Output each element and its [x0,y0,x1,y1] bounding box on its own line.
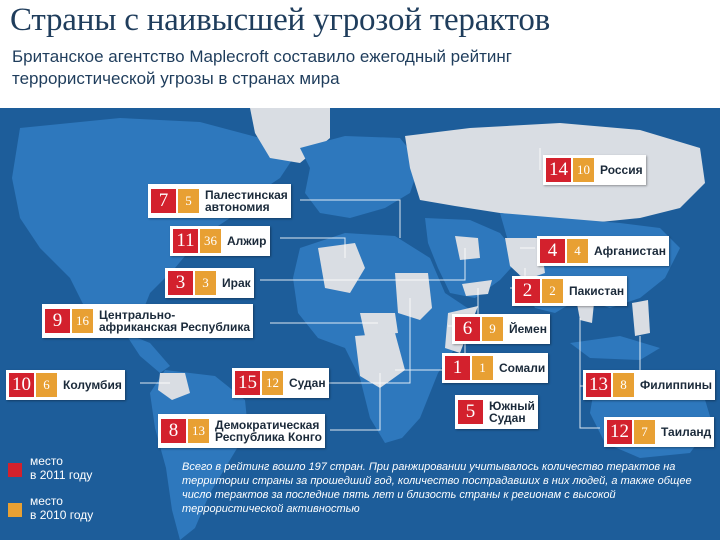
legend-swatch-2011 [8,463,22,477]
rank-2010-badge: 8 [613,373,634,397]
rank-2010-badge: 3 [195,271,216,295]
rank-2010-badge: 9 [482,317,503,341]
rank-2010-badge: 16 [72,309,93,333]
country-name: Афганистан [594,244,666,258]
page-title: Страны с наивысшей угрозой терактов [10,2,551,38]
rank-2010-badge: 4 [567,239,588,263]
drc-region [355,333,405,388]
rank-2011-badge: 2 [515,279,540,303]
rank-2010-badge: 5 [178,189,199,213]
country-card-south-sudan: 5 Южный Судан [455,395,538,429]
footnote: Всего в рейтинг вошло 197 стран. При ран… [182,461,692,515]
country-card-palestine: 7 5 Палестинская автономия [148,184,291,218]
rank-2011-badge: 8 [161,419,186,443]
rank-2010-badge: 36 [200,229,221,253]
country-card-drc: 8 13 Демократическая Республика Конго [158,414,326,448]
rank-2010-badge: 1 [472,356,493,380]
legend-swatch-2010 [8,503,22,517]
country-name: Алжир [227,234,267,248]
rank-2010-badge: 12 [262,371,283,395]
country-name: Колумбия [63,378,122,392]
rank-2011-badge: 9 [45,309,70,333]
rank-2010-badge: 10 [573,158,594,182]
rank-2011-badge: 7 [151,189,176,213]
country-card-pakistan: 2 2 Пакистан [512,276,628,306]
country-name: Россия [600,163,643,177]
rank-2011-badge: 6 [455,317,480,341]
country-name: Ирак [222,276,251,290]
europe-landmass [300,136,420,218]
colombia-region [158,373,190,400]
south-america-landmass [150,370,248,540]
country-name: Сомали [499,361,546,375]
country-name: Пакистан [569,284,625,298]
legend-label-2011: место в 2011 году [30,454,93,482]
legend: место в 2011 году место в 2010 году [8,454,168,534]
legend-item-2010: место в 2010 году [8,494,93,522]
country-card-afghanistan: 4 4 Афганистан [537,236,669,266]
yemen-region [462,280,492,296]
iraq-region [455,236,480,260]
legend-label-2010: место в 2010 году [30,494,94,522]
country-name: Филиппины [640,378,712,392]
country-name: Центрально- африканская Республика [99,308,251,334]
country-name: Южный Судан [489,399,535,425]
central-america-landmass [125,333,170,373]
country-card-colombia: 10 6 Колумбия [6,370,125,400]
country-name: Палестинская автономия [205,188,288,214]
rank-2011-badge: 11 [173,229,198,253]
rank-2010-badge: 13 [188,419,209,443]
rank-2011-badge: 10 [9,373,34,397]
country-name: Судан [289,376,326,390]
rank-2011-badge: 14 [546,158,571,182]
country-card-car: 9 16 Центрально- африканская Республика [42,304,254,338]
rank-2011-badge: 1 [445,356,470,380]
sudan-region [395,273,432,320]
world-map: 14 10 Россия 7 5 Палестинская автономия … [0,108,720,540]
country-card-algeria: 11 36 Алжир [170,226,270,256]
rank-2010-badge: 7 [634,420,655,444]
country-name: Таиланд [661,425,712,439]
north-america-landmass [12,118,300,333]
country-card-iraq: 3 3 Ирак [165,268,254,298]
country-name: Демократическая Республика Конго [215,418,323,444]
country-card-somalia: 1 1 Сомали [442,353,549,383]
rank-2011-badge: 13 [586,373,611,397]
rank-2011-badge: 5 [458,400,483,424]
philippines-region [632,300,650,336]
rank-2011-badge: 3 [168,271,193,295]
country-card-russia: 14 10 Россия [543,155,646,185]
country-card-yemen: 6 9 Йемен [452,314,550,344]
rank-2011-badge: 15 [235,371,260,395]
car-region [360,313,398,336]
country-card-sudan: 15 12 Судан [232,368,329,398]
country-card-thailand: 12 7 Таиланд [604,417,715,447]
rank-2011-badge: 4 [540,239,565,263]
indonesia-landmass [570,336,660,360]
country-card-philippines: 13 8 Филиппины [583,370,715,400]
page-subtitle: Британское агентство Maplecroft составил… [12,47,512,88]
country-name: Йемен [509,322,547,336]
rank-2010-badge: 6 [36,373,57,397]
rank-2011-badge: 12 [607,420,632,444]
legend-item-2011: место в 2011 году [8,454,92,482]
rank-2010-badge: 2 [542,279,563,303]
